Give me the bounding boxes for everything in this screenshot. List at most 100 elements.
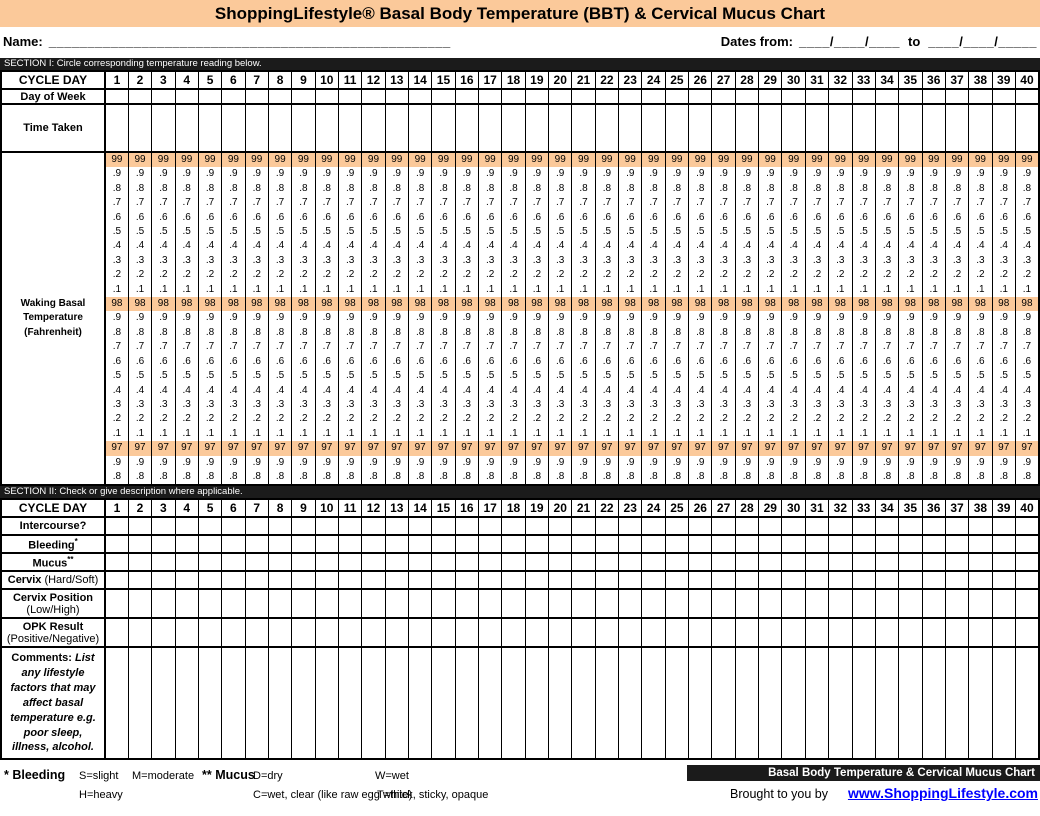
shoppinglifestyle-link[interactable]: www.ShoppingLifestyle.com (847, 785, 1038, 802)
time-taken-cell[interactable] (524, 103, 550, 153)
temp-value-cell[interactable]: .3 (1014, 397, 1040, 413)
temp-value-cell[interactable]: .7 (734, 340, 760, 355)
temp-value-cell[interactable]: .4 (291, 383, 316, 398)
temp-value-cell[interactable]: .7 (267, 340, 293, 355)
temp-value-cell[interactable]: 99 (921, 152, 946, 168)
temp-value-cell[interactable]: .9 (431, 455, 456, 470)
bleeding-cell[interactable] (921, 534, 946, 555)
cervix-position-cell[interactable] (151, 588, 176, 620)
temp-value-cell[interactable]: .1 (804, 282, 830, 298)
time-taken-cell[interactable] (874, 103, 900, 153)
temp-value-cell[interactable]: .9 (524, 455, 550, 470)
opk-result-cell[interactable] (664, 617, 690, 649)
cervix-position-cell[interactable] (384, 588, 409, 620)
temp-value-cell[interactable]: .5 (641, 225, 666, 240)
comments-cell[interactable] (688, 646, 713, 761)
temp-value-cell[interactable]: .3 (781, 397, 806, 413)
temp-value-cell[interactable]: .6 (174, 210, 199, 226)
temp-value-cell[interactable]: 97 (758, 441, 783, 456)
cervix-cell[interactable] (921, 570, 946, 591)
temp-value-cell[interactable]: 98 (524, 297, 550, 312)
intercourse-cell[interactable] (618, 516, 643, 537)
temp-value-cell[interactable]: .8 (151, 469, 176, 486)
temp-value-cell[interactable]: .1 (501, 426, 526, 442)
temp-value-cell[interactable]: .9 (618, 167, 643, 182)
temp-value-cell[interactable]: .8 (734, 325, 760, 341)
cervix-cell[interactable] (361, 570, 386, 591)
bleeding-cell[interactable] (548, 534, 573, 555)
cervix-cell[interactable] (734, 570, 760, 591)
temp-value-cell[interactable]: .2 (407, 412, 433, 427)
temp-value-cell[interactable]: .9 (337, 311, 363, 326)
temp-value-cell[interactable]: .3 (291, 397, 316, 413)
temp-value-cell[interactable]: .9 (454, 455, 480, 470)
temp-value-cell[interactable]: 99 (711, 152, 736, 168)
temp-value-cell[interactable]: .1 (337, 282, 363, 298)
temp-value-cell[interactable]: 97 (664, 441, 690, 456)
temp-value-cell[interactable]: .7 (524, 196, 550, 211)
temp-value-cell[interactable]: .7 (968, 196, 993, 211)
temp-value-cell[interactable]: .7 (594, 196, 620, 211)
temp-value-cell[interactable]: .8 (571, 325, 596, 341)
temp-value-cell[interactable]: .1 (361, 282, 386, 298)
comments-cell[interactable] (524, 646, 550, 761)
temp-value-cell[interactable]: .3 (664, 253, 690, 269)
temp-value-cell[interactable]: .8 (267, 181, 293, 197)
temp-value-cell[interactable]: .2 (431, 412, 456, 427)
temp-value-cell[interactable]: .6 (431, 210, 456, 226)
temp-value-cell[interactable]: .2 (944, 268, 970, 283)
temp-value-cell[interactable]: .7 (384, 196, 409, 211)
temp-value-cell[interactable]: .5 (921, 369, 946, 384)
time-taken-cell[interactable] (267, 103, 293, 153)
time-taken-cell[interactable] (361, 103, 386, 153)
cervix-cell[interactable] (314, 570, 339, 591)
temp-value-cell[interactable]: .8 (221, 469, 246, 486)
temp-value-cell[interactable]: .6 (944, 354, 970, 370)
temp-value-cell[interactable]: .1 (571, 282, 596, 298)
temp-value-cell[interactable]: 97 (524, 441, 550, 456)
temp-value-cell[interactable]: .9 (641, 455, 666, 470)
temp-value-cell[interactable]: 98 (407, 297, 433, 312)
temp-value-cell[interactable]: .6 (571, 210, 596, 226)
temp-value-cell[interactable]: .8 (968, 469, 993, 486)
temp-value-cell[interactable]: .8 (781, 325, 806, 341)
day-of-week-cell[interactable] (431, 88, 456, 105)
temp-value-cell[interactable]: .1 (758, 426, 783, 442)
temp-value-cell[interactable]: .8 (291, 325, 316, 341)
temp-value-cell[interactable]: .1 (664, 426, 690, 442)
temp-value-cell[interactable]: .3 (921, 397, 946, 413)
temp-value-cell[interactable]: .2 (197, 268, 223, 283)
temp-value-cell[interactable]: .4 (571, 383, 596, 398)
temp-value-cell[interactable]: .1 (454, 282, 480, 298)
day-of-week-cell[interactable] (174, 88, 199, 105)
opk-result-cell[interactable] (197, 617, 223, 649)
bleeding-cell[interactable] (291, 534, 316, 555)
time-taken-cell[interactable] (104, 103, 129, 153)
bleeding-cell[interactable] (174, 534, 199, 555)
temp-value-cell[interactable]: 99 (244, 152, 269, 168)
temp-value-cell[interactable]: 98 (781, 297, 806, 312)
temp-value-cell[interactable]: .3 (384, 397, 409, 413)
temp-value-cell[interactable]: .2 (968, 412, 993, 427)
temp-value-cell[interactable]: .8 (944, 325, 970, 341)
temp-value-cell[interactable]: .2 (734, 412, 760, 427)
temp-value-cell[interactable]: .6 (851, 354, 876, 370)
comments-cell[interactable] (104, 646, 129, 761)
temp-value-cell[interactable]: .3 (104, 397, 129, 413)
temp-value-cell[interactable]: 98 (828, 297, 853, 312)
temp-value-cell[interactable]: .7 (197, 196, 223, 211)
temp-value-cell[interactable]: .2 (898, 268, 923, 283)
temp-value-cell[interactable]: .7 (898, 340, 923, 355)
temp-value-cell[interactable]: .9 (337, 167, 363, 182)
temp-value-cell[interactable]: .5 (804, 369, 830, 384)
temp-value-cell[interactable]: .7 (571, 196, 596, 211)
temp-value-cell[interactable]: .8 (688, 469, 713, 486)
temp-value-cell[interactable]: .7 (361, 196, 386, 211)
bleeding-cell[interactable] (244, 534, 269, 555)
temp-value-cell[interactable]: .2 (898, 412, 923, 427)
cervix-position-cell[interactable] (851, 588, 876, 620)
temp-value-cell[interactable]: .3 (407, 397, 433, 413)
temp-value-cell[interactable]: .8 (711, 181, 736, 197)
temp-value-cell[interactable]: .3 (431, 253, 456, 269)
temp-value-cell[interactable]: .1 (524, 426, 550, 442)
